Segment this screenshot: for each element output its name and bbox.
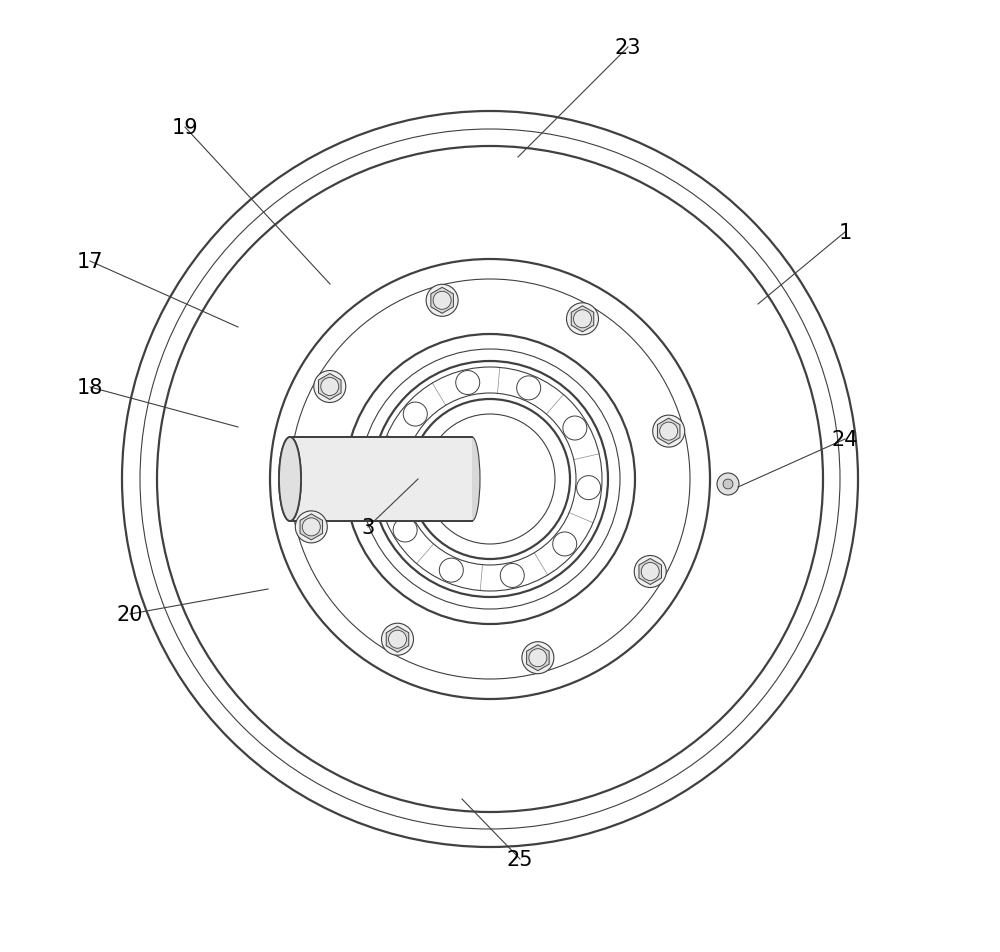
- Circle shape: [295, 511, 327, 544]
- Circle shape: [574, 310, 592, 328]
- Circle shape: [529, 649, 547, 667]
- Circle shape: [641, 563, 659, 581]
- Circle shape: [522, 642, 554, 674]
- Circle shape: [314, 371, 346, 403]
- Text: 25: 25: [507, 849, 533, 869]
- Circle shape: [426, 285, 458, 317]
- Circle shape: [302, 518, 320, 536]
- Circle shape: [566, 304, 598, 335]
- Polygon shape: [386, 626, 409, 652]
- Polygon shape: [431, 288, 453, 314]
- Circle shape: [634, 556, 666, 588]
- Circle shape: [389, 630, 407, 648]
- Polygon shape: [657, 419, 680, 445]
- Polygon shape: [300, 514, 323, 541]
- Ellipse shape: [279, 438, 301, 522]
- Text: 19: 19: [172, 118, 198, 138]
- Circle shape: [653, 416, 685, 447]
- Polygon shape: [639, 559, 661, 585]
- Text: 24: 24: [832, 429, 858, 449]
- Text: 3: 3: [361, 518, 375, 538]
- Text: 20: 20: [117, 605, 143, 625]
- Circle shape: [723, 480, 733, 489]
- Polygon shape: [527, 645, 549, 671]
- Text: 23: 23: [615, 38, 641, 58]
- Polygon shape: [571, 307, 594, 332]
- Circle shape: [382, 624, 414, 656]
- Polygon shape: [319, 374, 341, 400]
- Bar: [290, 438, 472, 522]
- Circle shape: [660, 423, 678, 441]
- Text: 17: 17: [77, 251, 103, 271]
- Circle shape: [321, 378, 339, 396]
- Circle shape: [717, 473, 739, 495]
- Text: 18: 18: [77, 378, 103, 398]
- Text: 1: 1: [838, 223, 852, 243]
- Ellipse shape: [464, 438, 480, 522]
- Circle shape: [433, 292, 451, 310]
